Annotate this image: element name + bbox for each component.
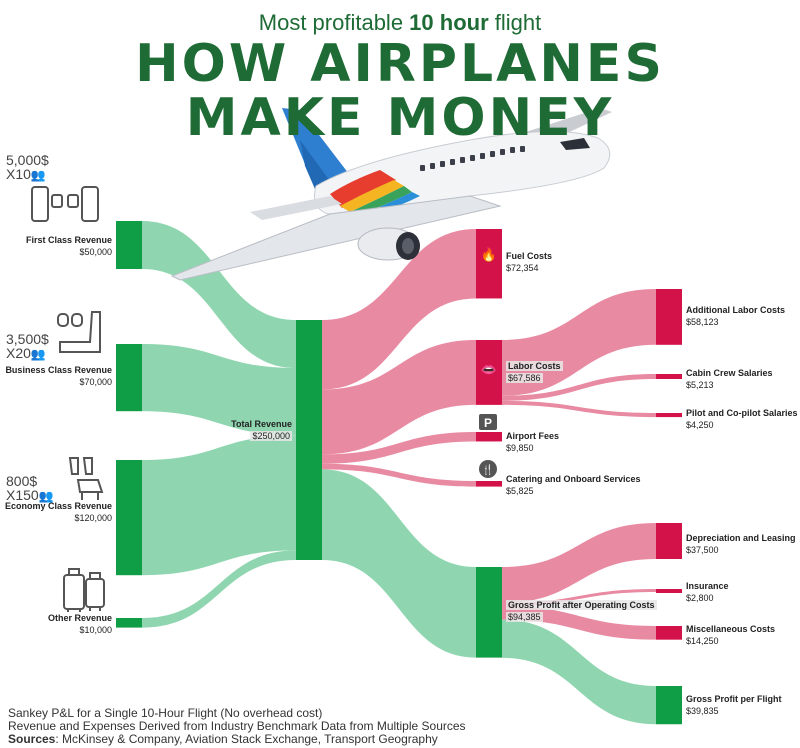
node-cabin-crew-salaries [656,374,682,380]
footer-line-2: Revenue and Expenses Derived from Indust… [8,719,466,733]
fire-icon: 🔥 [481,247,497,262]
people-icon: 👥 [38,489,54,503]
node-additional-labor-costs [656,289,682,345]
link-gross-profit-after-operating-costs-to-depreciation-and-leasing [502,523,656,603]
node-gross-profit-per-flight [656,686,682,725]
fork-knife-glyph: 🍴 [482,463,494,476]
economy-class-count: X150👥 [6,487,54,503]
sankey-links [142,221,656,725]
node-depreciation-and-leasing [656,523,682,559]
label-economy-class: Economy Class Revenue $120,000 [4,501,112,523]
node-first-class-revenue [116,221,142,269]
link-total-revenue-to-gross-profit-after-operating-costs [322,469,476,658]
label-catering: Catering and Onboard Services $5,825 [506,474,641,496]
node-total-revenue [296,320,322,560]
link-first-class-revenue-to-total-revenue [142,221,296,368]
economy-class-price: 800$ [6,473,38,489]
business-class-price: 3,500$ [6,331,49,347]
label-business-class: Business Class Revenue $70,000 [5,365,112,387]
label-first-class: First Class Revenue $50,000 [25,235,112,257]
label-insurance: Insurance $2,800 [686,581,729,603]
link-business-class-revenue-to-total-revenue [142,344,296,436]
label-labor-costs: Labor Costs $67,586 [506,361,563,383]
lips-icon: 👄 [481,362,497,377]
airplane-illustration [170,108,612,281]
node-labor-costs [476,340,502,405]
parking-glyph: P [484,416,492,430]
title-line-1: HOW AIRPLANES [135,34,665,94]
link-total-revenue-to-airport-fees [322,432,476,464]
node-business-class-revenue [116,344,142,412]
label-total-revenue: Total Revenue $250,000 [231,419,292,441]
node-pilot-and-co-pilot-salaries [656,413,682,418]
link-gross-profit-after-operating-costs-to-gross-profit-per-flight [502,619,656,725]
node-airport-fees [476,432,502,442]
label-other-revenue: Other Revenue $10,000 [47,613,112,635]
people-icon: 👥 [30,347,46,361]
first-class-seats-icon [31,186,99,222]
people-icon: 👥 [30,168,46,182]
business-class-count: X20👥 [6,345,46,361]
first-class-count: X10👥 [6,166,46,182]
node-insurance [656,589,682,593]
link-labor-costs-to-cabin-crew-salaries [502,374,656,401]
node-other-revenue [116,618,142,628]
node-fuel-costs [476,229,502,299]
link-other-revenue-to-total-revenue [142,550,296,628]
node-catering-and-onboard-services [476,481,502,487]
luggage-icon [63,568,105,612]
sankey-nodes: 🔥 👄 P 🍴 [116,221,682,725]
label-gross-profit-per-flight: Gross Profit per Flight $39,835 [686,694,782,716]
first-class-price: 5,000$ [6,152,49,168]
label-misc-costs: Miscellaneous Costs $14,250 [686,624,776,646]
label-airport-fees: Airport Fees $9,850 [506,431,560,453]
node-miscellaneous-costs [656,626,682,640]
label-gross-profit-operating: Gross Profit after Operating Costs $94,38… [506,600,657,622]
footer-line-1: Sankey P&L for a Single 10-Hour Flight (… [8,706,323,720]
label-additional-labor: Additional Labor Costs $58,123 [686,305,785,327]
link-total-revenue-to-catering-and-onboard-services [322,463,476,487]
link-labor-costs-to-pilot-and-co-pilot-salaries [502,400,656,418]
economy-seats-icon [68,457,104,500]
subtitle: Most profitable 10 hour flight [258,10,542,35]
node-gross-profit-after-operating-costs [476,567,502,658]
footer-sources: Sources: McKinsey & Company, Aviation St… [8,732,438,746]
label-fuel-costs: Fuel Costs $72,354 [506,251,553,273]
label-pilot-salaries: Pilot and Co-pilot Salaries $4,250 [686,408,798,430]
fork-knife-icon [479,460,497,478]
title-line-2: MAKE MONEY [185,88,615,148]
parking-icon [479,414,497,430]
link-total-revenue-to-labor-costs [322,340,476,455]
business-seat-icon [57,311,101,353]
label-depreciation: Depreciation and Leasing $37,500 [686,533,796,555]
link-economy-class-revenue-to-total-revenue [142,435,296,576]
label-cabin-crew: Cabin Crew Salaries $5,213 [686,368,773,390]
link-total-revenue-to-fuel-costs [322,229,476,390]
node-economy-class-revenue [116,460,142,576]
